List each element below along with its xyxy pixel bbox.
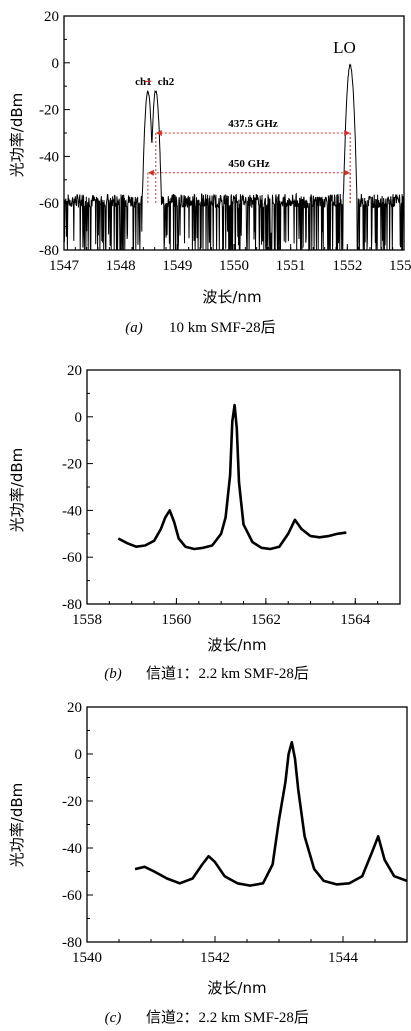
arrow-head xyxy=(344,130,351,136)
y-tick-label: -60 xyxy=(62,550,82,566)
plot-area xyxy=(134,740,408,887)
x-tick-label: 1549 xyxy=(162,258,192,274)
y-tick-label: 20 xyxy=(44,9,59,25)
annotations: ch1 ch2 LO 437.5 GHz 450 GHz xyxy=(135,38,356,204)
y-tick-label: 20 xyxy=(67,700,82,716)
x-tick-label: 1551 xyxy=(276,258,306,274)
arrow-head xyxy=(344,169,351,176)
y-axis-label: 光功率/dBm xyxy=(8,783,26,867)
y-ticks: 20 0 -20 -40 -60 -80 xyxy=(39,9,70,259)
y-tick-label: -40 xyxy=(39,149,59,165)
y-tick-label: -40 xyxy=(62,841,82,857)
x-tick-label: 1560 xyxy=(161,612,191,628)
panel-caption: 10 km SMF-28后 xyxy=(169,319,276,336)
spectrum-line xyxy=(134,740,408,887)
x-tick-label: 1552 xyxy=(332,258,362,274)
x-tick-label: 1550 xyxy=(219,258,249,274)
y-tick-label: 0 xyxy=(52,56,60,72)
panel-caption-label: (c) xyxy=(105,1010,122,1026)
x-axis-label: 波长/nm xyxy=(207,636,266,654)
x-ticks: 1558 1560 1562 1564 xyxy=(72,598,401,628)
y-tick-label: -60 xyxy=(62,888,82,904)
x-axis-label: 波长/nm xyxy=(202,288,261,306)
arrow-head xyxy=(155,130,162,136)
x-ticks: 1540 1542 1544 xyxy=(72,936,408,966)
spectrum-line xyxy=(117,403,347,551)
y-axis-label: 光功率/dBm xyxy=(8,93,26,177)
y-tick-label: -20 xyxy=(39,103,59,119)
label-ch1: ch1 xyxy=(135,76,152,88)
plot-frame xyxy=(86,369,401,605)
x-tick-label: 1553 xyxy=(389,258,411,274)
y-tick-label: -80 xyxy=(62,597,82,613)
y-ticks: 20 0 -20 -40 -60 -80 xyxy=(62,363,93,613)
x-tick-label: 1562 xyxy=(251,612,281,628)
panel-b: 20 0 -20 -40 -60 -80 1558 1560 1562 1564 光功率/dBm… xyxy=(8,363,401,682)
y-tick-label: -60 xyxy=(39,196,59,212)
panel-caption-label: (b) xyxy=(104,666,122,682)
y-tick-label: -80 xyxy=(62,935,82,951)
spacing-label: 437.5 GHz xyxy=(228,118,278,130)
x-axis-label: 波长/nm xyxy=(207,979,266,997)
plot-frame xyxy=(63,15,405,251)
y-tick-label: -20 xyxy=(62,794,82,810)
x-tick-label: 1544 xyxy=(328,950,359,966)
plot-area xyxy=(117,403,347,551)
y-tick-label: 0 xyxy=(75,410,83,426)
y-tick-label: -40 xyxy=(62,503,82,519)
spectrum-line xyxy=(63,63,405,252)
spacing-label: 450 GHz xyxy=(228,158,269,170)
x-tick-label: 1558 xyxy=(72,612,102,628)
panel-a: 20 0 -20 -40 -60 -80 1547 1548 1549 1550 1551 1552… xyxy=(8,9,411,336)
panel-caption-label: (a) xyxy=(125,320,143,336)
x-tick-label: 1564 xyxy=(340,612,371,628)
panel-c: 20 0 -20 -40 -60 -80 1540 1542 1544 光功率/dBm 波长/… xyxy=(8,700,408,1026)
y-axis-label: 光功率/dBm xyxy=(8,448,26,532)
plot-area xyxy=(63,63,405,252)
y-tick-label: -80 xyxy=(39,243,59,259)
x-tick-label: 1540 xyxy=(72,950,102,966)
x-tick-label: 1547 xyxy=(49,258,80,274)
y-tick-label: -20 xyxy=(62,457,82,473)
label-ch2: ch2 xyxy=(158,76,175,88)
y-tick-label: 0 xyxy=(75,747,83,763)
label-lo: LO xyxy=(333,38,356,57)
x-tick-label: 1548 xyxy=(106,258,136,274)
arrow-head xyxy=(147,169,154,176)
panel-caption: 信道2：2.2 km SMF-28后 xyxy=(146,1009,309,1026)
x-tick-label: 1542 xyxy=(200,950,230,966)
y-tick-label: 20 xyxy=(67,363,82,379)
plot-frame xyxy=(86,706,408,943)
x-ticks: 1547 1548 1549 1550 1551 1552 1553 xyxy=(49,244,411,274)
panel-caption: 信道1：2.2 km SMF-28后 xyxy=(146,665,309,682)
y-ticks: 20 0 -20 -40 -60 -80 xyxy=(62,700,93,951)
